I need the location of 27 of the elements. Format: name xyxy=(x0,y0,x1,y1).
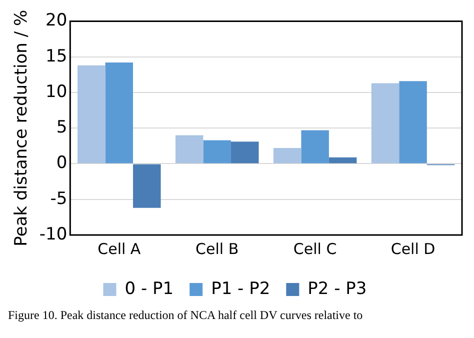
bar xyxy=(371,83,400,164)
bar xyxy=(399,81,427,164)
x-tick-label: Cell C xyxy=(293,240,337,258)
y-tick-label: 10 xyxy=(46,82,68,102)
bar xyxy=(133,164,161,208)
y-tick-label: 0 xyxy=(56,153,68,174)
y-tick-label: 15 xyxy=(46,46,68,66)
y-tick-label: 5 xyxy=(56,118,68,138)
bar xyxy=(203,140,231,164)
bar xyxy=(328,157,357,164)
bar xyxy=(230,142,259,164)
legend-label: P1 - P2 xyxy=(211,278,270,299)
bar xyxy=(78,65,106,164)
legend-label: P2 - P3 xyxy=(308,278,367,299)
x-tick-label: Cell A xyxy=(98,240,142,258)
x-tick-label: Cell B xyxy=(196,240,239,258)
bar xyxy=(273,148,302,164)
bar xyxy=(175,135,204,164)
bar xyxy=(105,62,134,164)
y-tick-label: 20 xyxy=(46,10,68,31)
y-tick-label: -10 xyxy=(39,224,68,244)
x-tick-label: Cell D xyxy=(390,240,436,258)
y-tick-label: -5 xyxy=(50,188,68,209)
legend-label: 0 - P1 xyxy=(124,278,174,299)
y-axis-title: Peak distance reduction / % xyxy=(12,10,32,246)
caption: Figure 10. Peak distance reduction of NCA half cell DV curves relative to xyxy=(8,308,364,323)
bar xyxy=(301,130,329,164)
